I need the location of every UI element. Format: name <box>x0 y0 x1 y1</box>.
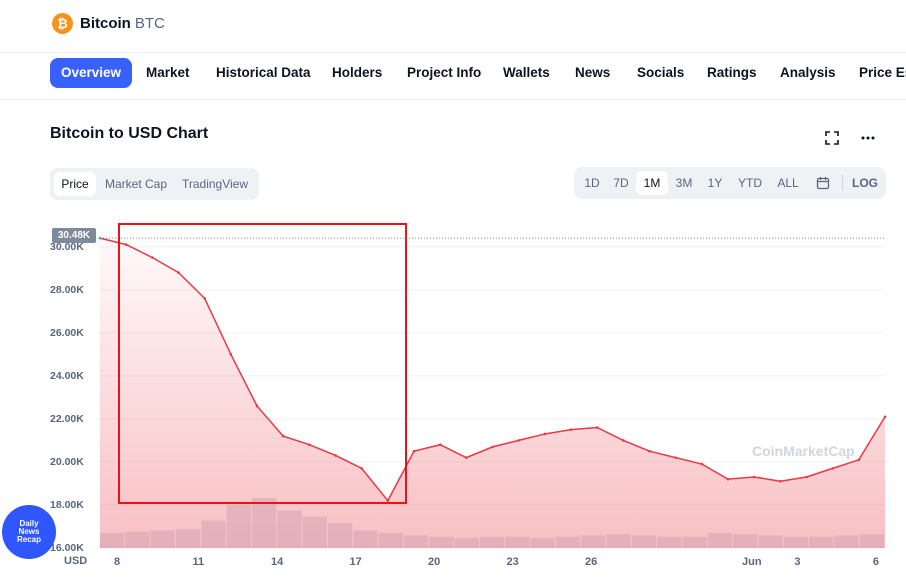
range-7d-button[interactable]: 7D <box>613 176 629 190</box>
badge-line-1: Daily <box>19 519 39 528</box>
x-tick-label: Jun <box>742 556 762 568</box>
price-point <box>281 434 285 438</box>
price-point <box>726 477 730 481</box>
view-price-button[interactable]: Price <box>54 172 96 196</box>
price-point <box>805 475 808 479</box>
price-point <box>229 353 233 356</box>
chart-title: Bitcoin to USD Chart <box>50 125 209 142</box>
current-price-badge: 30.48K <box>52 228 96 243</box>
y-tick-label: 16.00K <box>50 542 84 554</box>
x-tick-label: 3 <box>794 556 801 568</box>
price-point <box>308 443 311 447</box>
x-tick-label: 17 <box>349 556 362 568</box>
range-3m-button[interactable]: 3M <box>675 176 693 190</box>
x-tick-label: 26 <box>585 556 598 568</box>
fullscreen-icon[interactable] <box>822 130 842 150</box>
tab-historical-data[interactable]: Historical Data <box>216 65 311 80</box>
y-tick-label: 20.00K <box>50 455 84 468</box>
more-icon[interactable] <box>858 130 878 150</box>
range-ytd-button[interactable]: YTD <box>738 176 762 190</box>
daily-news-recap-badge[interactable]: Daily News Recap <box>2 505 56 559</box>
price-point <box>151 256 154 259</box>
price-point <box>334 454 337 457</box>
x-tick-label: 20 <box>428 556 441 568</box>
range-divider <box>842 175 843 191</box>
view-tradingview-button[interactable]: TradingView <box>181 177 249 191</box>
price-point <box>177 271 180 274</box>
coin-name: Bitcoin <box>80 15 131 32</box>
price-point <box>883 415 887 419</box>
price-area-fill <box>100 238 885 548</box>
calendar-icon[interactable] <box>812 171 834 195</box>
log-scale-button[interactable]: LOG <box>852 176 878 190</box>
price-point <box>517 439 520 442</box>
y-tick-label: 30.00K <box>50 240 84 253</box>
tab-wallets[interactable]: Wallets <box>503 65 550 80</box>
price-point <box>674 456 677 459</box>
tab-socials[interactable]: Socials <box>637 65 685 80</box>
x-tick-label: 23 <box>506 556 519 568</box>
price-point <box>857 458 861 462</box>
view-market-cap-button[interactable]: Market Cap <box>104 177 168 191</box>
y-tick-label: 26.00K <box>50 326 84 339</box>
price-point <box>622 439 625 442</box>
x-tick-label: 11 <box>192 556 205 568</box>
x-tick-label: 8 <box>114 556 121 568</box>
price-point <box>569 428 573 431</box>
chart-view-toggle: Price Market Cap TradingView <box>50 168 259 200</box>
tab-market[interactable]: Market <box>146 65 190 80</box>
price-point <box>543 432 547 436</box>
tab-analysis[interactable]: Analysis <box>780 65 836 80</box>
price-point <box>386 499 390 502</box>
badge-line-3: Recap <box>16 535 41 544</box>
time-range-selector: 1D 7D 1M 3M 1Y YTD ALL LOG <box>574 167 886 199</box>
y-tick-label: 22.00K <box>50 412 84 425</box>
price-point <box>831 467 834 470</box>
coin-symbol: BTC <box>134 15 165 32</box>
range-1m-button[interactable]: 1M <box>636 171 668 195</box>
tab-price-estimates[interactable]: Price Es <box>859 65 906 80</box>
price-point <box>412 449 416 453</box>
price-point <box>648 449 651 453</box>
y-tick-label: 18.00K <box>50 498 84 511</box>
price-point <box>360 467 363 470</box>
price-point <box>255 404 259 408</box>
tab-ratings[interactable]: Ratings <box>707 65 757 80</box>
price-point <box>595 426 599 429</box>
coin-title: Bitcoin BTC <box>80 15 165 32</box>
more-icon-graphic <box>861 136 875 140</box>
price-point <box>124 243 128 246</box>
range-1y-button[interactable]: 1Y <box>707 176 723 190</box>
price-point <box>438 443 442 447</box>
coinmarketcap-watermark: CoinMarketCap <box>752 443 855 459</box>
coin-header: ₿ Bitcoin BTC <box>0 0 906 52</box>
tab-news[interactable]: News <box>575 65 611 80</box>
range-1d-button[interactable]: 1D <box>584 176 600 190</box>
price-point <box>700 462 704 466</box>
price-point <box>98 236 102 240</box>
calendar-icon-graphic <box>816 177 830 190</box>
bitcoin-logo-icon: ₿ <box>52 13 73 34</box>
coin-tabs: Overview Market Historical Data Holders … <box>0 52 906 100</box>
tab-overview[interactable]: Overview <box>50 58 133 88</box>
price-point <box>491 445 494 449</box>
annotation-highlight-box <box>118 223 407 504</box>
currency-label: USD <box>64 555 88 567</box>
badge-line-2: News <box>18 527 40 536</box>
tab-project-info[interactable]: Project Info <box>407 65 482 80</box>
price-point <box>465 456 468 459</box>
x-tick-label: 14 <box>271 556 284 568</box>
price-point <box>779 479 782 483</box>
range-all-button[interactable]: ALL <box>777 176 799 190</box>
x-tick-label: 6 <box>872 556 879 568</box>
y-tick-label: 24.00K <box>50 369 84 382</box>
price-point <box>752 475 756 479</box>
fullscreen-icon-graphic <box>825 131 839 145</box>
tab-holders[interactable]: Holders <box>332 65 383 80</box>
y-tick-label: 28.00K <box>50 283 84 296</box>
price-point <box>203 297 206 300</box>
price-points <box>98 236 887 502</box>
